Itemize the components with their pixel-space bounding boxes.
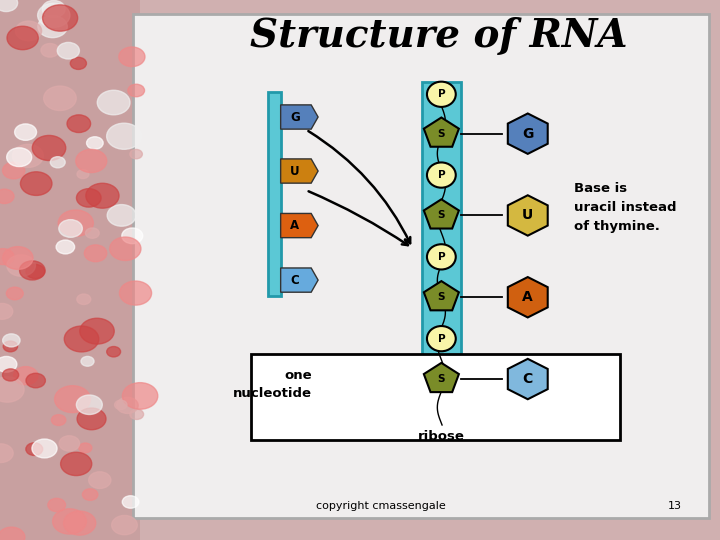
Text: A: A	[290, 219, 300, 232]
Text: Base is
uracil instead
of thymine.: Base is uracil instead of thymine.	[574, 183, 676, 233]
Text: S: S	[438, 211, 445, 220]
Text: C: C	[290, 274, 300, 287]
Text: G: G	[522, 127, 534, 140]
Text: S: S	[438, 292, 445, 302]
Text: C: C	[523, 372, 533, 386]
Polygon shape	[281, 213, 318, 238]
Bar	[251, 354, 620, 440]
Circle shape	[427, 244, 456, 269]
Bar	[422, 82, 461, 425]
Text: U: U	[290, 165, 300, 178]
Circle shape	[427, 82, 456, 107]
Text: copyright cmassengale: copyright cmassengale	[316, 501, 446, 511]
Text: S: S	[438, 129, 445, 139]
Text: S: S	[438, 374, 445, 384]
Polygon shape	[508, 277, 548, 318]
Text: P: P	[438, 252, 445, 262]
Polygon shape	[424, 281, 459, 310]
Text: G: G	[290, 111, 300, 124]
Polygon shape	[508, 195, 548, 235]
Bar	[268, 92, 281, 296]
Polygon shape	[508, 113, 548, 154]
Text: P: P	[438, 170, 445, 180]
Polygon shape	[281, 105, 318, 129]
Circle shape	[427, 326, 456, 352]
Polygon shape	[508, 359, 548, 399]
Polygon shape	[281, 268, 318, 292]
Polygon shape	[281, 159, 318, 183]
Text: A: A	[523, 291, 533, 304]
Circle shape	[427, 163, 456, 188]
Polygon shape	[424, 118, 459, 147]
Text: ribose: ribose	[418, 430, 465, 443]
Polygon shape	[424, 199, 459, 228]
Text: Structure of RNA: Structure of RNA	[250, 17, 627, 55]
Text: P: P	[438, 89, 445, 99]
Text: U: U	[522, 208, 534, 222]
Text: one
nucleotide: one nucleotide	[233, 369, 312, 400]
Polygon shape	[424, 363, 459, 392]
Text: 13: 13	[667, 501, 682, 511]
Text: P: P	[438, 334, 445, 343]
